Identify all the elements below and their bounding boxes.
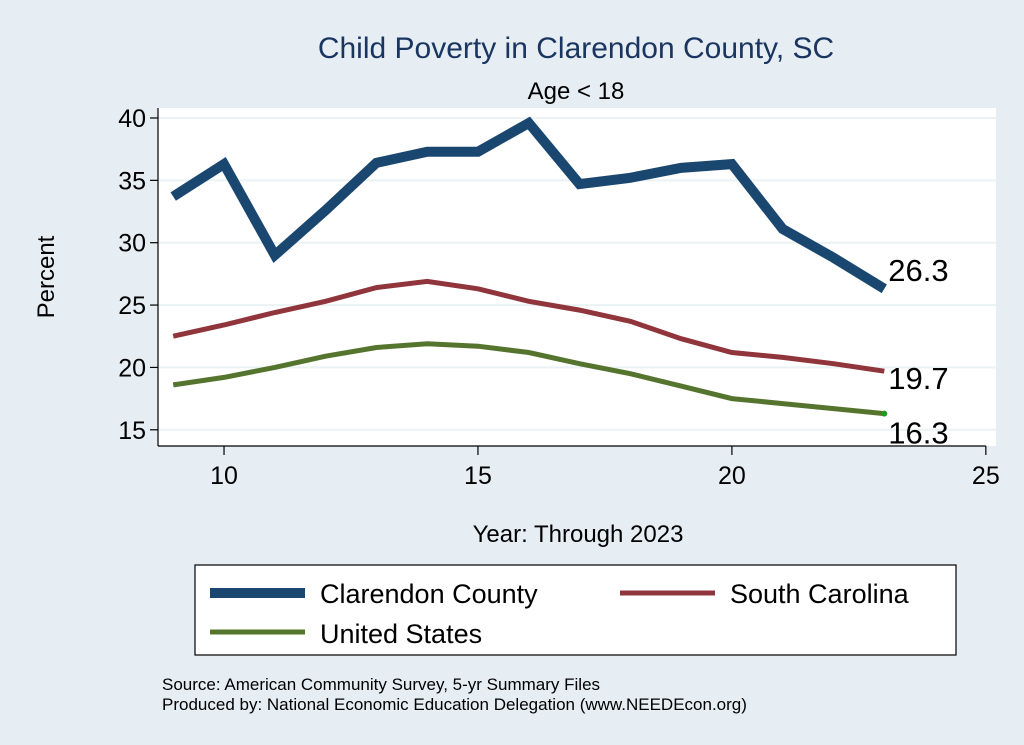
y-axis-label: Percent: [33, 235, 60, 318]
legend-label-united-states: United States: [320, 619, 482, 649]
y-tick-label-40: 40: [118, 105, 146, 133]
y-tick-label-15: 15: [118, 417, 146, 445]
end-marker-united-states: [881, 410, 888, 417]
y-tick-label-30: 30: [118, 230, 146, 258]
series-line-united-states: [172, 341, 885, 417]
series-line-south-carolina: [172, 278, 885, 374]
x-tick-label-25: 25: [972, 462, 1000, 490]
y-tick-label-25: 25: [118, 292, 146, 320]
source-line-1: Source: American Community Survey, 5-yr …: [162, 675, 600, 694]
series-line-clarendon-county: [170, 116, 887, 294]
y-tick-label-35: 35: [118, 167, 146, 195]
end-labels: 26.3 19.7 16.3: [888, 253, 948, 451]
end-label-clarendon-county: 26.3: [888, 253, 948, 288]
legend-box: [194, 564, 957, 656]
axes: 15 20 25 30 35 40 10 15 20 25: [118, 105, 1000, 490]
x-tick-label-10: 10: [210, 462, 238, 490]
chart-title: Child Poverty in Clarendon County, SC: [318, 32, 834, 65]
end-label-united-states: 16.3: [888, 416, 948, 451]
end-label-south-carolina: 19.7: [888, 361, 948, 396]
x-axis-label: Year: Through 2023: [473, 521, 684, 548]
x-tick-label-20: 20: [718, 462, 746, 490]
y-tick-label-20: 20: [118, 354, 146, 382]
series-lines: [170, 116, 888, 417]
x-tick-label-15: 15: [464, 462, 492, 490]
source-line-2: Produced by: National Economic Education…: [162, 695, 747, 714]
chart-subtitle: Age < 18: [528, 78, 625, 105]
legend-label-clarendon: Clarendon County: [320, 579, 538, 609]
legend-label-south-carolina: South Carolina: [730, 579, 910, 609]
legend: Clarendon County South Carolina United S…: [210, 579, 910, 649]
